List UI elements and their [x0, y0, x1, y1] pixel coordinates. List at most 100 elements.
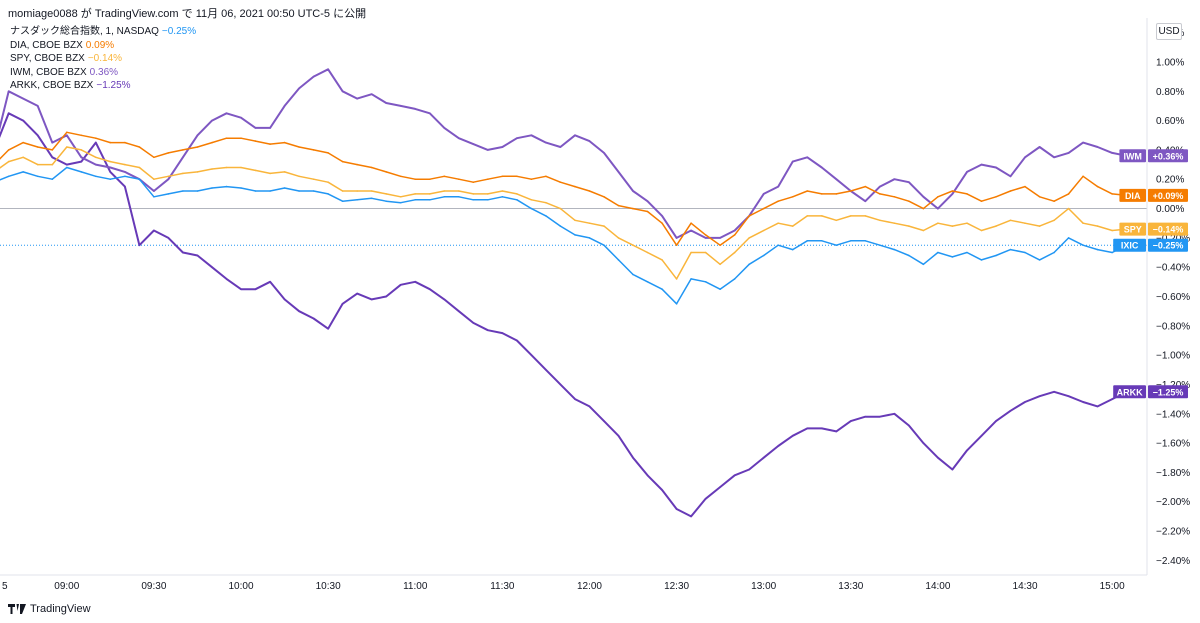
data-point-spy	[182, 172, 184, 175]
data-point-spy	[196, 171, 199, 173]
data-point-arkk	[182, 251, 184, 254]
data-point-ixic	[821, 240, 823, 242]
legend-value: −0.14%	[87, 53, 123, 64]
data-point-ixic	[7, 175, 10, 178]
series-line-ixic[interactable]	[0, 166, 1128, 305]
data-point-spy	[36, 163, 39, 166]
data-point-spy	[646, 251, 649, 254]
x-tick-label: 13:30	[838, 581, 863, 592]
y-axis-ticks[interactable]: 1.20%1.00%0.80%0.60%0.40%0.20%0.00%−0.20…	[1156, 28, 1190, 567]
data-point-spy	[908, 225, 910, 227]
data-point-spy	[1038, 225, 1041, 227]
badge-name-text: IWM	[1123, 151, 1142, 161]
data-point-spy	[980, 229, 983, 232]
data-point-iwm	[864, 200, 867, 202]
data-point-ixic	[603, 244, 605, 246]
data-point-ixic	[530, 207, 533, 210]
y-tick-label: −2.20%	[1156, 527, 1190, 538]
data-point-dia	[893, 196, 896, 198]
data-point-spy	[399, 196, 402, 198]
series-line-spy[interactable]	[0, 146, 1127, 280]
data-point-spy	[7, 160, 10, 163]
series-line-arkk[interactable]	[0, 112, 1128, 518]
data-point-ixic	[66, 166, 68, 169]
data-point-ixic	[908, 254, 910, 257]
data-point-spy	[777, 222, 779, 224]
data-point-dia	[124, 141, 126, 144]
legend-row-arkk[interactable]: ARKK, CBOE BZX −1.25%	[10, 79, 196, 93]
data-point-arkk	[356, 292, 359, 295]
data-point-ixic	[1053, 251, 1055, 254]
data-point-arkk	[269, 281, 271, 283]
data-point-spy	[1096, 225, 1099, 227]
y-tick-label: −1.60%	[1156, 439, 1190, 450]
data-point-iwm	[893, 178, 896, 180]
data-point-dia	[487, 178, 489, 180]
data-point-spy	[429, 193, 431, 195]
series-lines[interactable]	[0, 68, 1128, 518]
data-point-arkk	[167, 237, 170, 239]
data-point-dia	[66, 131, 68, 134]
data-point-dia	[516, 175, 518, 178]
data-point-arkk	[922, 442, 925, 444]
data-point-ixic	[211, 187, 213, 189]
tradingview-branding[interactable]: TradingView	[8, 603, 91, 615]
data-point-iwm	[385, 102, 388, 104]
data-point-spy	[617, 237, 620, 239]
legend-value: −1.25%	[96, 80, 131, 91]
data-point-spy	[167, 175, 170, 178]
data-point-ixic	[1024, 251, 1026, 254]
data-point-ixic	[951, 256, 954, 258]
data-point-dia	[632, 207, 634, 210]
data-point-arkk	[1096, 405, 1099, 408]
legend-row-dia[interactable]: DIA, CBOE BZX 0.09%	[10, 39, 196, 53]
data-point-spy	[516, 193, 518, 195]
legend-row-iwm[interactable]: IWM, CBOE BZX 0.36%	[10, 66, 196, 80]
data-point-ixic	[806, 240, 809, 242]
data-point-iwm	[791, 160, 794, 163]
x-tick-label: 11:00	[403, 581, 428, 592]
data-point-iwm	[1053, 156, 1055, 159]
data-point-ixic	[617, 259, 620, 261]
data-point-dia	[167, 152, 170, 154]
data-point-arkk	[7, 112, 10, 115]
data-point-dia	[559, 181, 562, 183]
data-point-iwm	[675, 237, 678, 239]
data-point-dia	[835, 193, 838, 195]
legend-row-ixic[interactable]: ナスダック総合指数, 1, NASDAQ −0.25%	[10, 25, 196, 39]
x-tick-label: 14:30	[1013, 581, 1038, 592]
data-point-ixic	[240, 187, 242, 189]
currency-button[interactable]: USD	[1156, 23, 1182, 40]
data-point-iwm	[225, 112, 228, 115]
publish-info: momiage0088 が TradingView.com で 11月 06, …	[8, 8, 367, 20]
badge-arkk: ARKK −1.25%	[1113, 385, 1188, 399]
data-point-dia	[414, 178, 417, 180]
data-point-dia	[545, 175, 547, 178]
data-point-ixic	[516, 199, 518, 201]
data-point-ixic	[1067, 237, 1070, 239]
data-point-dia	[1024, 185, 1026, 188]
data-point-dia	[1009, 190, 1012, 192]
series-line-dia[interactable]	[0, 131, 1127, 246]
data-point-ixic	[51, 178, 54, 180]
data-point-arkk	[704, 498, 707, 500]
data-point-dia	[821, 193, 823, 195]
x-axis-ticks[interactable]: 5 09:00 09:30 10:00 10:30 11:00 11:30 12:00 12:3…	[2, 581, 1125, 592]
data-point-arkk	[66, 163, 68, 166]
data-point-spy	[283, 171, 286, 173]
data-point-iwm	[951, 193, 954, 195]
data-point-spy	[298, 175, 300, 178]
data-point-ixic	[835, 244, 838, 246]
legend-row-spy[interactable]: SPY, CBOE BZX −0.14%	[10, 52, 196, 66]
data-point-spy	[370, 190, 373, 192]
badge-name-text: ARKK	[1117, 387, 1143, 397]
data-point-ixic	[719, 288, 721, 291]
data-point-arkk	[414, 281, 417, 283]
data-point-arkk	[385, 295, 388, 298]
data-point-dia	[312, 149, 315, 151]
data-point-spy	[211, 168, 213, 170]
series-line-iwm[interactable]	[0, 68, 1127, 239]
data-point-dia	[240, 137, 242, 139]
data-point-spy	[225, 166, 228, 169]
